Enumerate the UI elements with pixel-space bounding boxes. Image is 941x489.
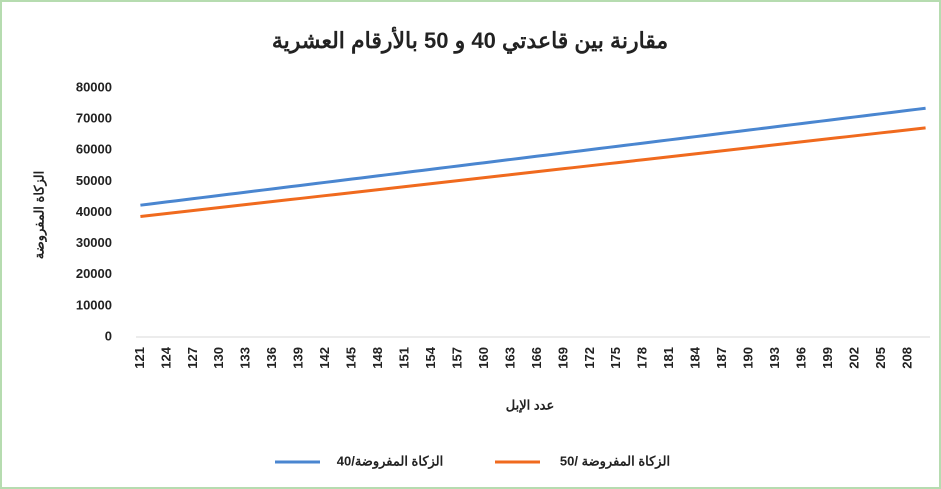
y-tick-label: 80000 — [76, 79, 112, 94]
x-tick-label: 124 — [158, 346, 173, 368]
legend-label: الزكاة المفروضة/40 — [337, 453, 444, 469]
x-tick-label: 202 — [846, 347, 861, 369]
x-tick-label: 181 — [661, 347, 676, 369]
x-tick-label: 163 — [502, 347, 517, 369]
chart-title: مقارنة بين قاعدتي 40 و 50 بالأرقام العشر… — [272, 26, 668, 54]
x-tick-label: 151 — [397, 347, 412, 369]
x-tick-label: 157 — [449, 347, 464, 369]
x-tick-label: 145 — [344, 347, 359, 369]
y-axis-title: الزكاة المفروضة — [31, 171, 47, 259]
x-tick-label: 154 — [423, 346, 438, 368]
series-line — [140, 106, 926, 207]
x-tick-label: 121 — [132, 347, 147, 369]
y-tick-label: 70000 — [76, 111, 112, 126]
x-tick-label: 172 — [582, 347, 597, 369]
x-tick-label: 187 — [714, 347, 729, 369]
x-tick-label: 190 — [741, 347, 756, 369]
x-tick-label: 160 — [476, 347, 491, 369]
y-tick-label: 0 — [105, 328, 112, 343]
x-tick-label: 133 — [238, 347, 253, 369]
y-tick-label: 50000 — [76, 173, 112, 188]
x-tick-label: 142 — [317, 347, 332, 369]
x-tick-label: 178 — [635, 347, 650, 369]
x-tick-label: 193 — [767, 347, 782, 369]
x-tick-label: 205 — [873, 347, 888, 369]
y-tick-label: 40000 — [76, 204, 112, 219]
x-axis-title: عدد الإبل — [506, 397, 554, 413]
x-tick-label: 169 — [555, 347, 570, 369]
x-tick-label: 184 — [688, 346, 703, 368]
series-line — [140, 126, 926, 218]
y-tick-label: 30000 — [76, 235, 112, 250]
x-tick-label: 166 — [529, 347, 544, 369]
x-tick-label: 208 — [899, 347, 914, 369]
x-tick-label: 148 — [370, 347, 385, 369]
y-tick-label: 60000 — [76, 142, 112, 157]
x-tick-label: 127 — [185, 347, 200, 369]
x-tick-label: 199 — [820, 347, 835, 369]
x-tick-label: 139 — [291, 347, 306, 369]
x-tick-label: 175 — [608, 347, 623, 369]
x-tick-label: 136 — [264, 347, 279, 369]
y-tick-label: 20000 — [76, 266, 112, 281]
x-tick-label: 196 — [794, 347, 809, 369]
x-tick-label: 130 — [211, 347, 226, 369]
y-tick-label: 10000 — [76, 297, 112, 312]
legend-label: الزكاة المفروضة /50 — [560, 453, 670, 469]
